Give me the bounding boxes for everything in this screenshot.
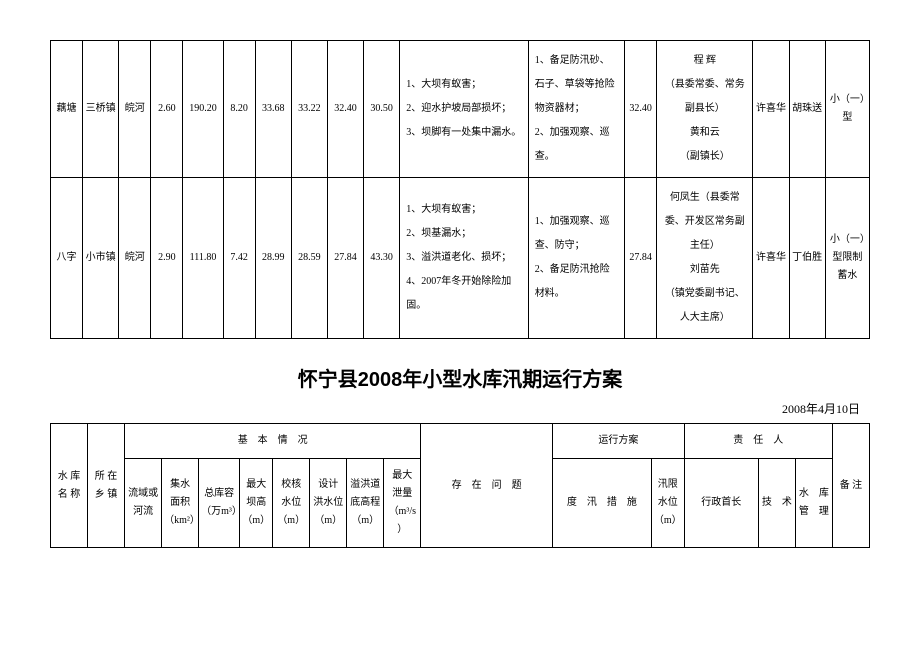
table-cell: 27.84 <box>625 178 657 339</box>
col-problems: 存 在 问 题 <box>421 424 553 548</box>
table-cell: 小市镇 <box>83 178 119 339</box>
table-cell: 111.80 <box>183 178 223 339</box>
group-resp: 责 任 人 <box>684 424 832 459</box>
table-cell: 43.30 <box>364 178 400 339</box>
table-cell: 33.68 <box>255 41 291 178</box>
table-cell: 33.22 <box>291 41 327 178</box>
col-measures: 度 汛 措 施 <box>553 459 652 548</box>
col-limit: 汛限 水位 （m） <box>651 459 684 548</box>
col-river: 流域或 河流 <box>125 459 162 548</box>
col-leader: 行政首长 <box>684 459 758 548</box>
document-date: 2008年4月10日 <box>50 400 870 417</box>
col-area: 集水 面积 （km²） <box>162 459 199 548</box>
table-cell: 2.90 <box>151 178 183 339</box>
col-tech: 技 术 <box>758 459 795 548</box>
table-cell: 三桥镇 <box>83 41 119 178</box>
col-max-level: 校核 水位 （m） <box>273 459 310 548</box>
table-cell: 28.99 <box>255 178 291 339</box>
col-town: 所 在 乡 镇 <box>88 424 125 548</box>
table-cell: 32.40 <box>327 41 363 178</box>
document-title: 怀宁县2008年小型水库汛期运行方案 <box>50 363 870 392</box>
table-cell: 丁伯胜 <box>789 178 825 339</box>
table-cell: 许喜华 <box>753 178 789 339</box>
table-cell: 八字 <box>51 178 83 339</box>
col-height: 最大 坝高 （m） <box>240 459 273 548</box>
table-cell: 皖河 <box>119 41 151 178</box>
table-cell: 何凤生（县委常委、开发区常务副主任） 刘苗先 （镇党委副书记、人大主席） <box>657 178 753 339</box>
reservoir-table-header: 水 库 名 称 所 在 乡 镇 基 本 情 况 存 在 问 题 运行方案 责 任… <box>50 423 870 548</box>
col-mgr: 水 库 管 理 <box>795 459 832 548</box>
table-cell: 胡珠送 <box>789 41 825 178</box>
table-cell: 程 辉 （县委常委、常务副县长） 黄和云 （副镇长） <box>657 41 753 178</box>
table-cell: 皖河 <box>119 178 151 339</box>
reservoir-table-rows: 藕塘三桥镇皖河2.60190.208.2033.6833.2232.4030.5… <box>50 40 870 339</box>
col-name: 水 库 名 称 <box>51 424 88 548</box>
table-cell: 小（一）型限制蓄水 <box>825 178 869 339</box>
table-cell: 28.59 <box>291 178 327 339</box>
group-plan: 运行方案 <box>553 424 685 459</box>
col-design-level: 设计 洪水位 （m） <box>310 459 347 548</box>
col-spill: 溢洪道 底高程 （m） <box>347 459 384 548</box>
table-cell: 许喜华 <box>753 41 789 178</box>
table-cell: 小（一）型 <box>825 41 869 178</box>
group-basic: 基 本 情 况 <box>125 424 421 459</box>
table-cell: 1、备足防汛砂、石子、草袋等抢险物资器材； 2、加强观察、巡查。 <box>528 41 624 178</box>
table-cell: 30.50 <box>364 41 400 178</box>
table-cell: 27.84 <box>327 178 363 339</box>
table-cell: 藕塘 <box>51 41 83 178</box>
table-cell: 1、大坝有蚁害； 2、迎水护坡局部损坏； 3、坝脚有一处集中漏水。 <box>400 41 528 178</box>
table-cell: 32.40 <box>625 41 657 178</box>
table-cell: 1、大坝有蚁害； 2、坝基漏水； 3、溢洪道老化、损坏； 4、2007年冬开始除… <box>400 178 528 339</box>
table-cell: 7.42 <box>223 178 255 339</box>
col-discharge: 最大 泄量 （m³/s） <box>384 459 421 548</box>
table-cell: 2.60 <box>151 41 183 178</box>
table-cell: 190.20 <box>183 41 223 178</box>
table-cell: 1、加强观察、巡查、防守； 2、备足防汛抢险材料。 <box>528 178 624 339</box>
table-cell: 8.20 <box>223 41 255 178</box>
col-note: 备 注 <box>832 424 869 548</box>
col-capacity: 总库容 （万m³） <box>199 459 240 548</box>
